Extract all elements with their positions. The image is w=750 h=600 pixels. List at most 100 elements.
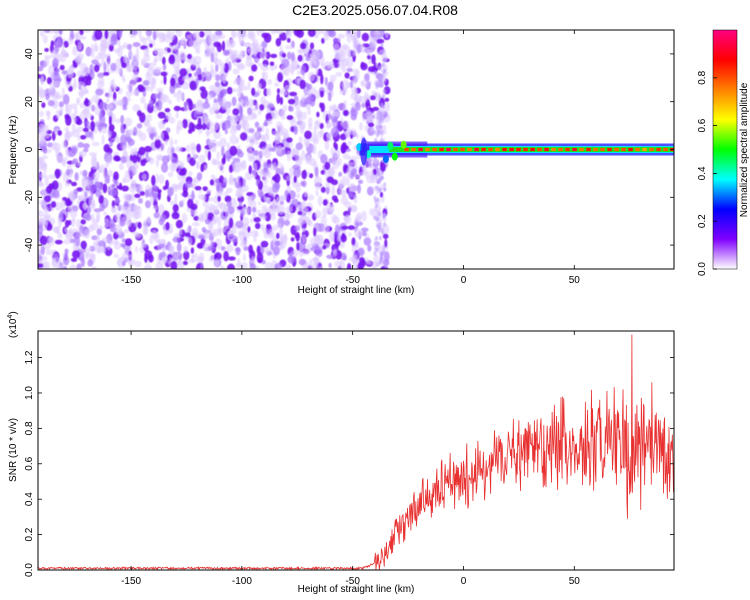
x-tick-label: 50 bbox=[569, 576, 581, 587]
noise-dot bbox=[92, 159, 99, 169]
noise-dot bbox=[68, 36, 74, 44]
noise-dot bbox=[333, 38, 341, 43]
noise-dot bbox=[208, 93, 213, 100]
noise-dot bbox=[223, 251, 229, 262]
noise-dot bbox=[380, 254, 383, 258]
noise-dot bbox=[158, 204, 165, 214]
noise-dot bbox=[249, 76, 254, 82]
noise-dot bbox=[74, 107, 78, 116]
noise-dot bbox=[112, 79, 115, 87]
noise-dot bbox=[163, 64, 167, 71]
snr-exponent-close: ) bbox=[8, 311, 19, 314]
noise-dot bbox=[334, 154, 340, 158]
noise-dot bbox=[147, 68, 155, 78]
noise-dot bbox=[107, 133, 111, 138]
noise-dot bbox=[249, 98, 254, 108]
noise-dot bbox=[280, 97, 283, 105]
noise-dot bbox=[161, 163, 168, 173]
noise-dot bbox=[74, 189, 79, 194]
noise-dot bbox=[180, 37, 187, 45]
noise-dot bbox=[255, 103, 258, 111]
noise-dot bbox=[329, 231, 335, 242]
noise-dot bbox=[39, 89, 46, 98]
noise-dot bbox=[44, 28, 50, 33]
noise-dot bbox=[291, 52, 295, 62]
noise-dot bbox=[235, 181, 241, 188]
noise-dot bbox=[359, 122, 363, 131]
noise-dot bbox=[374, 37, 377, 41]
noise-dot bbox=[378, 34, 381, 38]
noise-dot bbox=[347, 263, 351, 273]
signal-peak bbox=[523, 148, 528, 151]
noise-dot bbox=[262, 205, 267, 214]
noise-dot bbox=[77, 162, 82, 167]
noise-dot bbox=[122, 146, 126, 157]
noise-dot bbox=[347, 49, 352, 58]
noise-dot bbox=[226, 40, 230, 49]
noise-dot bbox=[385, 102, 390, 112]
noise-dot bbox=[324, 61, 331, 70]
noise-dot bbox=[237, 151, 244, 158]
noise-dot bbox=[211, 205, 219, 214]
colorbar-tick-label: 0.8 bbox=[697, 70, 708, 84]
noise-dot bbox=[161, 72, 168, 77]
noise-dot bbox=[305, 155, 312, 165]
spectrogram-y-label: Frequency (Hz) bbox=[8, 116, 19, 185]
noise-dot bbox=[92, 213, 95, 221]
noise-dot bbox=[147, 216, 151, 223]
noise-dot bbox=[299, 259, 306, 266]
noise-dot bbox=[200, 38, 204, 43]
noise-dot bbox=[64, 228, 67, 233]
noise-dot bbox=[233, 31, 236, 38]
noise-dot bbox=[162, 155, 169, 164]
noise-dot bbox=[179, 170, 187, 176]
noise-dot bbox=[341, 226, 348, 230]
noise-dot bbox=[123, 193, 129, 199]
noise-dot bbox=[380, 192, 383, 198]
noise-dot bbox=[122, 252, 130, 261]
noise-dot bbox=[380, 78, 383, 82]
noise-dot bbox=[36, 210, 44, 217]
noise-dot bbox=[41, 102, 45, 108]
noise-dot bbox=[123, 55, 127, 63]
noise-dot bbox=[84, 229, 91, 239]
noise-dot bbox=[212, 232, 216, 237]
noise-dot bbox=[165, 108, 171, 112]
noise-dot bbox=[101, 135, 104, 145]
snr-exponent-base: (x10 bbox=[8, 318, 19, 338]
noise-dot bbox=[382, 94, 385, 98]
noise-dot bbox=[383, 68, 386, 72]
noise-dot bbox=[351, 114, 357, 121]
noise-dot bbox=[90, 186, 94, 196]
noise-dot bbox=[137, 130, 143, 137]
noise-dot bbox=[53, 190, 60, 199]
noise-dot bbox=[287, 115, 294, 120]
noise-dot bbox=[127, 84, 131, 89]
noise-dot bbox=[259, 104, 264, 111]
noise-dot bbox=[67, 68, 74, 78]
noise-dot bbox=[333, 104, 336, 110]
noise-dot bbox=[229, 146, 237, 156]
noise-dot bbox=[358, 180, 363, 184]
noise-dot bbox=[236, 31, 242, 38]
noise-dot bbox=[214, 260, 220, 266]
noise-dot bbox=[167, 48, 171, 53]
x-tick-label: -150 bbox=[121, 275, 141, 286]
noise-dot bbox=[197, 99, 203, 106]
noise-dot bbox=[219, 228, 226, 233]
noise-dot bbox=[188, 237, 192, 246]
noise-dot bbox=[85, 113, 93, 118]
noise-dot bbox=[81, 241, 87, 250]
noise-dot bbox=[70, 192, 74, 201]
noise-dot bbox=[215, 51, 218, 55]
noise-dot bbox=[382, 250, 385, 254]
noise-dot bbox=[48, 183, 55, 189]
noise-dot bbox=[310, 237, 317, 246]
noise-dot bbox=[74, 57, 81, 63]
signal-peak bbox=[495, 148, 500, 151]
noise-dot bbox=[135, 246, 138, 253]
noise-dot bbox=[353, 161, 358, 166]
noise-dot bbox=[122, 178, 126, 183]
noise-dot bbox=[250, 31, 256, 41]
noise-dot bbox=[142, 174, 147, 180]
